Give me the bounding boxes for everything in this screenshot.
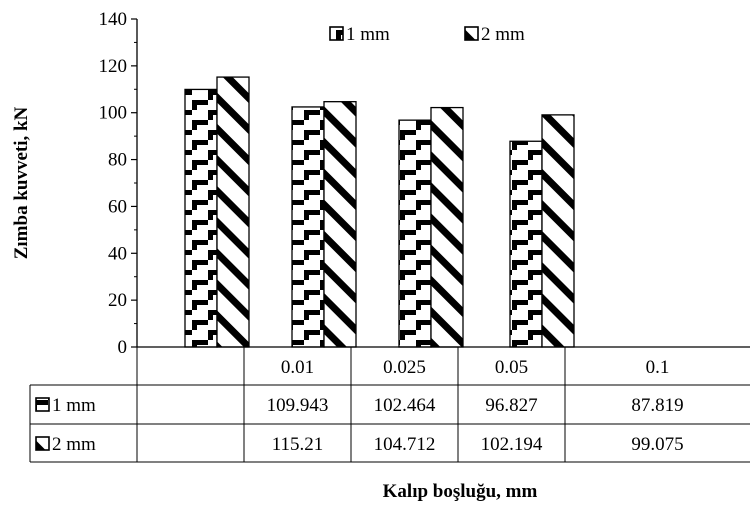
bar-series2-0.05 xyxy=(430,106,464,348)
table-cell-value: 102.194 xyxy=(481,434,543,455)
x-axis-title: Kalıp boşluğu, mm xyxy=(383,481,538,502)
y-tick-label: 60 xyxy=(108,196,127,217)
table-cell-value: 115.21 xyxy=(272,434,324,455)
bar-series1-0.1 xyxy=(509,140,543,348)
y-tick-label: 100 xyxy=(99,103,128,124)
bar-series2-0.01 xyxy=(216,76,250,348)
bar-series1-0.01 xyxy=(184,88,218,348)
table-cell-value: 99.075 xyxy=(631,434,683,455)
y-tick-label: 80 xyxy=(108,150,127,171)
table-cell-value: 87.819 xyxy=(631,395,683,416)
bar-series1-0.05 xyxy=(398,119,432,348)
y-axis-title: Zımba kuvveti, kN xyxy=(11,106,32,259)
bar-group xyxy=(184,76,575,348)
y-tick-label: 140 xyxy=(99,9,128,30)
y-tick-label: 120 xyxy=(99,56,128,77)
table-series-label: 1 mm xyxy=(52,395,96,416)
y-axis: 0 20 40 60 80 100 120 140 xyxy=(99,9,138,358)
table-series-label: 2 mm xyxy=(52,434,96,455)
table-series-swatch xyxy=(35,397,50,412)
x-category-label: 0.1 xyxy=(646,357,670,378)
y-tick-label: 20 xyxy=(108,290,127,311)
y-tick-label: 40 xyxy=(108,243,127,264)
data-table: 0.01 0.025 0.05 0.1 1 mm 109.943 102.464 96.827… xyxy=(29,346,750,463)
bar-series1-0.025 xyxy=(291,106,325,348)
x-category-label: 0.01 xyxy=(281,357,314,378)
legend: 1 mm 2 mm xyxy=(329,24,525,45)
y-tick-label: 0 xyxy=(118,337,128,358)
table-cell-value: 102.464 xyxy=(374,395,436,416)
table-cell-value: 109.943 xyxy=(267,395,329,416)
table-cell-value: 104.712 xyxy=(374,434,436,455)
legend-label-series2: 2 mm xyxy=(481,24,525,45)
legend-swatch-series1 xyxy=(329,26,344,41)
bar-series2-0.1 xyxy=(541,114,575,348)
x-category-label: 0.025 xyxy=(383,357,426,378)
table-cell-value: 96.827 xyxy=(485,395,537,416)
x-category-label: 0.05 xyxy=(495,357,528,378)
legend-swatch-series2 xyxy=(464,26,479,41)
bar-series2-0.025 xyxy=(323,101,357,348)
legend-label-series1: 1 mm xyxy=(346,24,390,45)
table-series-swatch xyxy=(35,436,50,451)
